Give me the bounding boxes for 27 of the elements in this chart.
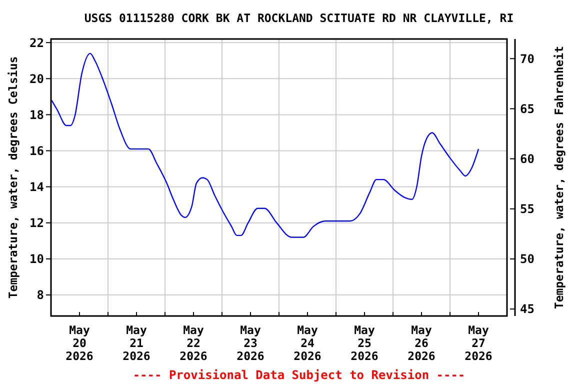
y-tick-label: 14	[30, 180, 44, 194]
x-tick-label: May 21 2026	[122, 323, 150, 363]
x-tick-label: May 24 2026	[294, 323, 322, 363]
y-tick-label: 22	[30, 36, 44, 50]
y-axis-title: Temperature, water, degrees Celsius	[6, 56, 20, 299]
x-tick-label: May 27 2026	[464, 323, 492, 363]
x-tick-label: May 22 2026	[180, 323, 208, 363]
y2-tick-label: 65	[520, 102, 534, 116]
y-tick-label: 8	[36, 288, 44, 302]
y-tick-label: 16	[30, 144, 44, 158]
y2-tick-label: 45	[520, 302, 534, 316]
x-tick-label: May 23 2026	[236, 323, 264, 363]
y2-tick-label: 55	[520, 202, 534, 216]
line-series	[50, 52, 480, 238]
text: ---- Provisional Data Subject to Revision ----	[132, 368, 466, 382]
chart-title: USGS 01115280 CORK BK AT ROCKLAND SCITUATE RD NR CLAYVILLE, RI	[84, 11, 514, 25]
y2-tick-label: 60	[520, 152, 534, 166]
x-tick-label: May 20 2026	[66, 323, 94, 363]
y-tick-label: 18	[30, 108, 44, 122]
y2-tick-label: 70	[520, 52, 534, 66]
y-tick-label: 10	[30, 252, 44, 266]
x-tick-label: May 25 2026	[350, 323, 378, 363]
y-tick-label: 20	[30, 72, 44, 86]
y2-tick-label: 50	[520, 252, 534, 266]
y-tick-label: 12	[30, 216, 44, 230]
y2-axis-title: Temperature, water, degrees Fahrenheit	[552, 46, 566, 310]
x-tick-label: May 26 2026	[408, 323, 436, 363]
